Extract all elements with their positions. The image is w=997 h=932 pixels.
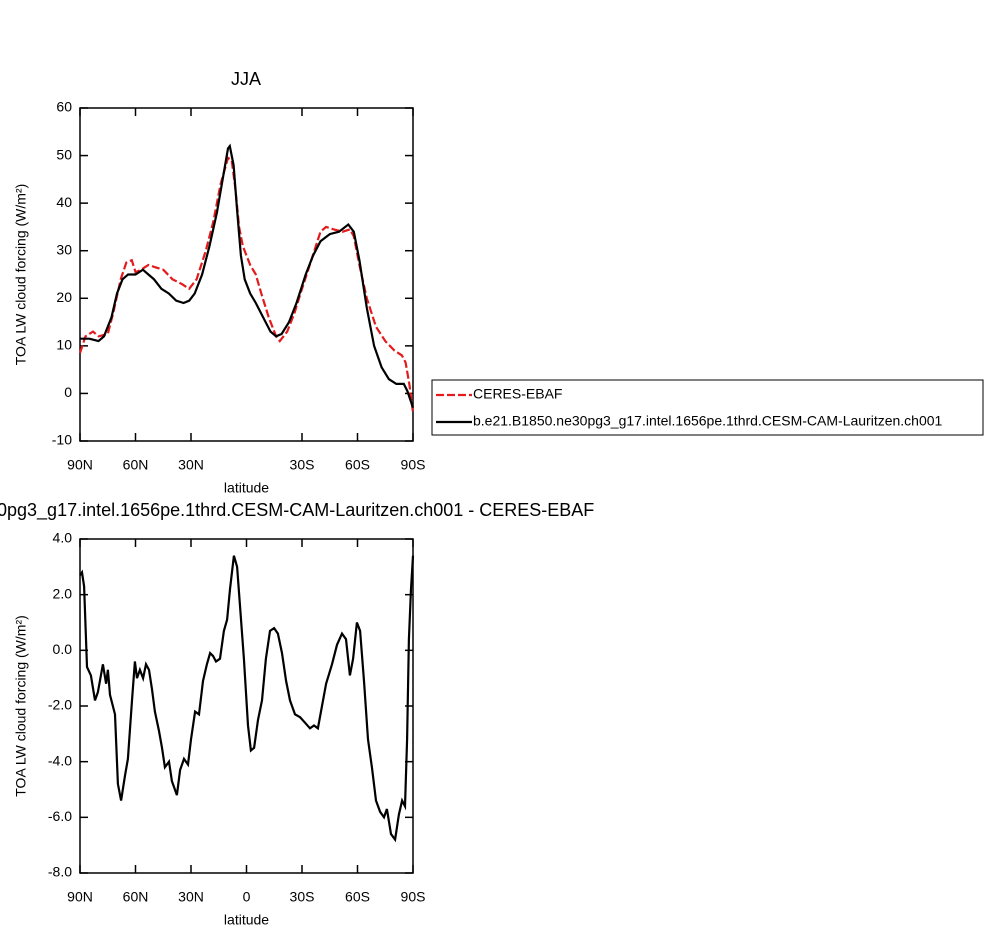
data-line — [79, 555, 415, 843]
y-tick-label: -6.0 — [48, 808, 72, 824]
x-tick-label: 0 — [243, 889, 251, 905]
legend-box — [431, 379, 984, 436]
y-tick-label: 4.0 — [53, 530, 73, 546]
data-line — [78, 156, 415, 413]
x-tick-label: 60S — [345, 457, 370, 473]
plot-frame — [79, 538, 414, 874]
legend-label: CERES-EBAF — [473, 386, 562, 402]
y-tick-label: 0.0 — [53, 641, 73, 657]
y-tick-label: 2.0 — [53, 585, 73, 601]
x-tick-label: 60N — [123, 457, 149, 473]
x-tick-label: 30N — [178, 457, 204, 473]
x-tick-label: 60N — [123, 889, 149, 905]
chart-title: 0pg3_g17.intel.1656pe.1thrd.CESM-CAM-Lau… — [0, 500, 594, 521]
plot-frame — [79, 107, 414, 442]
x-tick-label: 30S — [290, 889, 315, 905]
y-tick-label: -10 — [52, 432, 72, 448]
legend-label: b.e21.B1850.ne30pg3_g17.intel.1656pe.1th… — [473, 413, 943, 429]
x-tick-label: 90N — [67, 889, 93, 905]
chart-title: JJA — [231, 69, 261, 89]
x-tick-label: 60S — [345, 889, 370, 905]
y-tick-label: -8.0 — [48, 864, 72, 880]
x-tick-label: 30S — [290, 457, 315, 473]
y-tick-label: 30 — [56, 241, 72, 257]
y-tick-label: 60 — [56, 99, 72, 115]
x-tick-label: 90S — [401, 889, 426, 905]
y-axis-label: TOA LW cloud forcing (W/m²) — [13, 615, 29, 797]
y-tick-label: 50 — [56, 146, 72, 162]
y-tick-label: 10 — [56, 337, 72, 353]
x-tick-label: 30N — [178, 889, 204, 905]
y-tick-label: 40 — [56, 194, 72, 210]
x-tick-label: 90S — [401, 457, 426, 473]
y-tick-label: -4.0 — [48, 752, 72, 768]
y-tick-label: 20 — [56, 289, 72, 305]
y-axis-label: TOA LW cloud forcing (W/m²) — [13, 184, 29, 366]
data-line — [80, 143, 415, 409]
y-tick-label: 0 — [64, 384, 72, 400]
x-axis-label: latitude — [224, 912, 269, 928]
x-axis-label: latitude — [224, 480, 269, 496]
x-tick-label: 90N — [67, 457, 93, 473]
y-tick-label: -2.0 — [48, 697, 72, 713]
